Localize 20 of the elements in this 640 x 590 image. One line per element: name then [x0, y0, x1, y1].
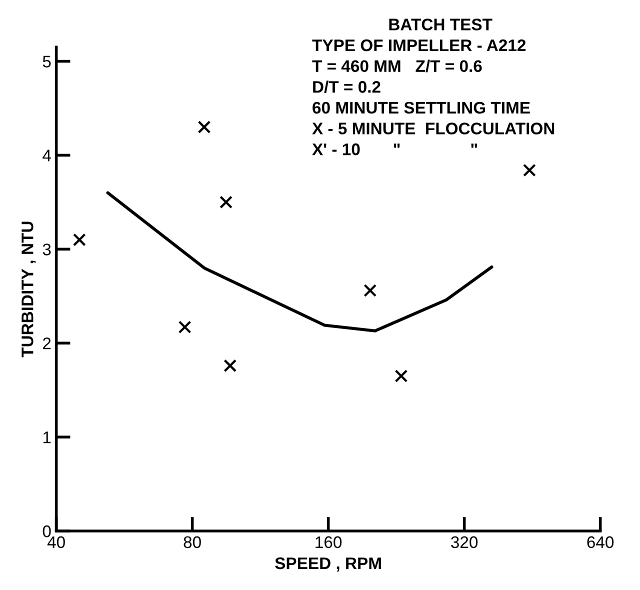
x-tick-label: 40 [47, 536, 65, 548]
annotation: X' - 10 " " [312, 143, 478, 156]
y-tick-label: 1 [43, 432, 51, 444]
y-tick-label: 5 [42, 56, 51, 68]
text: BATCH TEST [389, 18, 492, 30]
y-tick-label: 3 [42, 244, 51, 256]
annotation: 60 MINUTE SETTLING TIME [312, 102, 530, 114]
y-tick-label: 0 [42, 525, 51, 538]
x-tick-label: 160 [316, 536, 342, 548]
y-tick-label: 2 [43, 338, 51, 350]
x-axis-title: SPEED , RPM [275, 557, 381, 572]
annotation: D/T = 0.2 [313, 80, 380, 93]
x-tick-label: 640 [587, 536, 614, 548]
annotation: TYPE OF IMPELLER - A212 [312, 39, 526, 52]
annotation: X - 5 MINUTE FLOCCULATION [312, 122, 554, 134]
x-tick-label: 320 [451, 536, 478, 548]
y-tick-label: 4 [42, 150, 51, 162]
x-tick-label: 80 [184, 536, 201, 548]
y-axis-title: TURBIDITY , NTU [22, 222, 36, 358]
annotation: T = 460 MM Z/T = 0.6 [312, 60, 482, 72]
